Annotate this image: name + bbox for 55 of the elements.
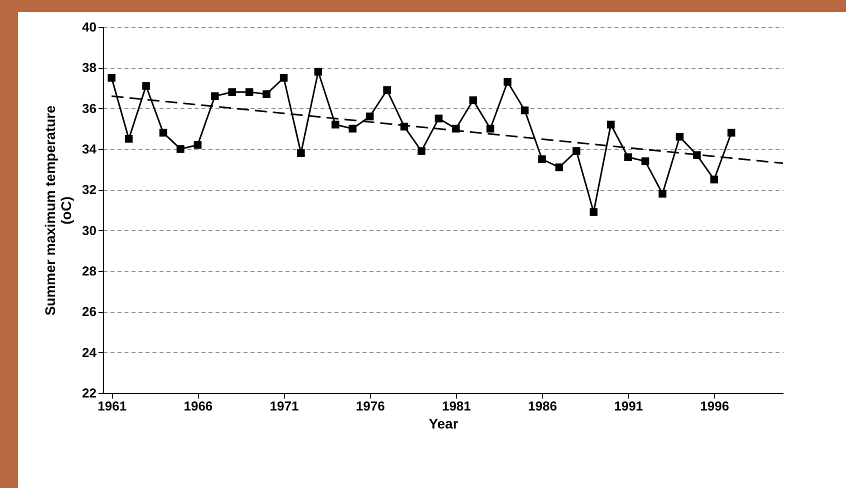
point — [124, 134, 133, 143]
point — [486, 124, 494, 133]
y-tick-label: 24 — [82, 344, 98, 360]
point — [624, 153, 632, 162]
point — [606, 120, 615, 128]
point — [142, 82, 150, 90]
point — [676, 132, 684, 141]
y-tick-label: 36 — [82, 100, 96, 116]
y-tick-label: 40 — [82, 20, 96, 34]
point — [590, 208, 598, 216]
y-tick-label: 22 — [82, 386, 96, 400]
point — [332, 120, 340, 128]
point — [280, 74, 288, 82]
point — [469, 96, 477, 104]
point — [245, 88, 254, 96]
point — [176, 145, 184, 153]
y-tick-label: 34 — [82, 142, 98, 156]
point — [383, 86, 391, 94]
point — [108, 74, 116, 82]
y-tick-label: 32 — [82, 182, 96, 198]
point — [262, 90, 270, 98]
x-tick-label: 1971 — [270, 398, 299, 414]
point — [504, 78, 512, 86]
point — [228, 88, 236, 96]
point — [520, 106, 529, 114]
point — [555, 163, 564, 172]
x-axis-title: Year — [428, 416, 459, 432]
y-tick-label: 26 — [82, 304, 96, 320]
point — [641, 157, 650, 166]
point — [693, 151, 701, 159]
x-tick-label: 1986 — [528, 398, 557, 414]
point — [159, 128, 168, 137]
x-tick-label: 1996 — [700, 398, 730, 414]
point — [658, 190, 666, 198]
point — [538, 155, 546, 164]
point — [434, 114, 443, 122]
x-tick-label: 1981 — [442, 398, 471, 414]
y-tick-label: 30 — [82, 222, 96, 238]
point — [418, 147, 426, 155]
point — [366, 112, 374, 120]
y-tick-label: 38 — [82, 60, 96, 76]
point — [348, 124, 356, 133]
point — [194, 141, 202, 149]
point — [710, 176, 718, 184]
y-axis-title: Summer maximum temperature (oC) — [42, 105, 74, 316]
point — [297, 149, 305, 157]
x-tick-label: 1991 — [614, 398, 644, 414]
y-tick-label: 28 — [82, 264, 96, 278]
point — [572, 147, 580, 155]
x-tick-label: 1976 — [356, 398, 385, 414]
x-tick-label: 1966 — [184, 398, 213, 414]
point — [314, 68, 322, 76]
x-tick-label: 1961 — [98, 398, 127, 414]
point — [211, 92, 219, 100]
point — [727, 128, 736, 137]
